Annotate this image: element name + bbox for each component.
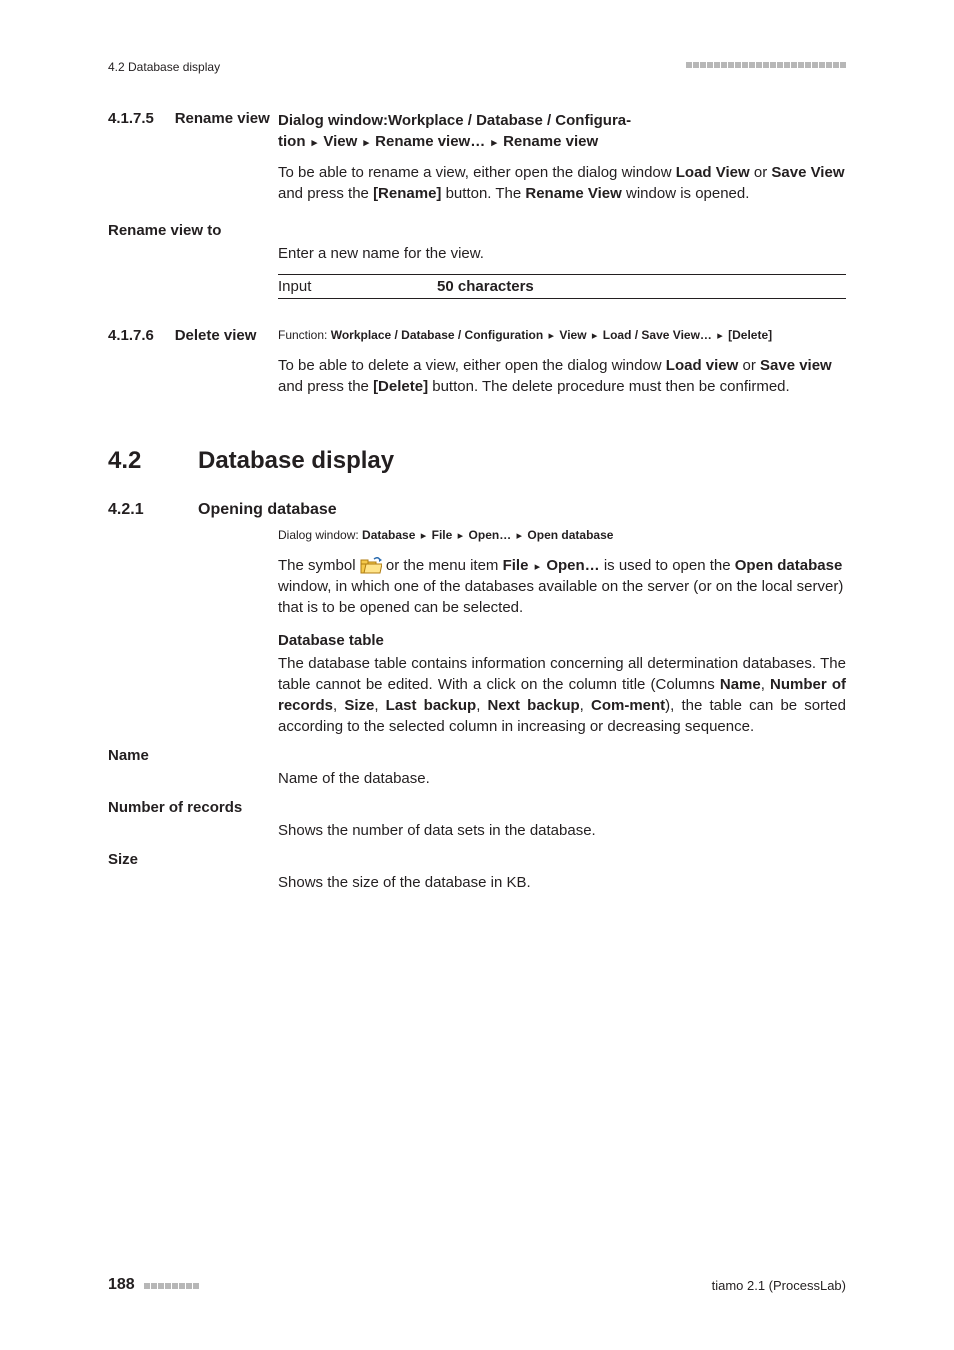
dialog-path-l1: Workplace / Database / Configura-: [388, 112, 631, 129]
section-number-4176: 4.1.7.6: [108, 327, 154, 344]
text: ,: [761, 676, 770, 693]
triangle-icon: [715, 328, 725, 342]
triangle-icon: [310, 133, 320, 150]
footer-dots: [144, 1283, 199, 1289]
dialog-prefix: Dialog window:: [278, 112, 388, 129]
text: To be able to rename a view, either open…: [278, 164, 676, 181]
text: ,: [580, 697, 591, 714]
triangle-icon: [456, 528, 466, 542]
side-body-name: Name of the database.: [278, 768, 846, 789]
running-header-text: 4.2 Database display: [108, 60, 220, 74]
product-name: tiamo 2.1 (ProcessLab): [712, 1278, 846, 1293]
paragraph-delete-view: To be able to delete a view, either open…: [278, 355, 846, 397]
text-bold: Open database: [735, 557, 843, 574]
text: or: [750, 164, 772, 181]
text-bold: File: [432, 528, 453, 542]
text: window is opened.: [622, 185, 750, 202]
triangle-icon: [361, 133, 371, 150]
page-number: 188: [108, 1276, 135, 1293]
text-bold: View: [559, 328, 586, 342]
text-bold: Name: [720, 676, 761, 693]
section-number-421: 4.2.1: [108, 501, 144, 518]
text: Dialog window:: [278, 528, 362, 542]
side-body-rename-view-to: Enter a new name for the view.: [278, 243, 846, 264]
text-bold: [Delete]: [728, 328, 772, 342]
text: ,: [333, 697, 344, 714]
triangle-icon: [547, 328, 557, 342]
dialog-path-l2d: Rename view: [503, 133, 598, 150]
input-value: 50 characters: [437, 275, 846, 299]
dialog-path-l2b: View: [323, 133, 357, 150]
text-bold: Size: [344, 697, 374, 714]
side-label-rename-view-to: Rename view to: [108, 222, 846, 239]
paragraph-open-database: The symbol or the menu item File Open… i…: [278, 555, 846, 618]
text-bold: [Rename]: [373, 185, 441, 202]
input-label: Input: [278, 275, 437, 299]
section-heading-delete-view: Delete view: [175, 327, 257, 344]
text-bold: Database: [362, 528, 415, 542]
text: button. The delete procedure must then b…: [428, 378, 790, 395]
text: Function:: [278, 328, 331, 342]
triangle-icon: [590, 328, 600, 342]
header-dots: [686, 60, 846, 68]
text: and press the: [278, 378, 373, 395]
section-number-4175: 4.1.7.5: [108, 110, 154, 127]
text-bold: Load View: [676, 164, 750, 181]
dialog-path-l2c: Rename view…: [375, 133, 485, 150]
side-label-number-of-records: Number of records: [108, 799, 846, 816]
side-label-size: Size: [108, 851, 846, 868]
text: and press the: [278, 185, 373, 202]
running-header: 4.2 Database display: [108, 60, 846, 74]
text-bold: Workplace / Database / Configuration: [331, 328, 543, 342]
text-bold: Load / Save View…: [603, 328, 712, 342]
text-bold: Rename View: [525, 185, 621, 202]
text-bold: File: [503, 557, 529, 574]
text: is used to open the: [600, 557, 735, 574]
text-bold: Com-: [591, 697, 629, 714]
text: To be able to delete a view, either open…: [278, 357, 666, 374]
triangle-icon: [489, 133, 499, 150]
triangle-icon: [419, 528, 429, 542]
dialog-path-l2a: tion: [278, 133, 306, 150]
dialog-window-path-421: Dialog window: Database File Open… Open …: [278, 527, 846, 545]
section-title-database-display: Database display: [198, 447, 394, 474]
section-title-opening-database: Opening database: [198, 501, 337, 518]
dialog-window-path-4175: Dialog window:Workplace / Database / Con…: [278, 110, 846, 152]
paragraph-rename-view: To be able to rename a view, either open…: [278, 162, 846, 204]
folder-open-icon: [360, 557, 382, 574]
triangle-icon: [515, 528, 525, 542]
text: ,: [476, 697, 487, 714]
section-heading-rename-view: Rename view: [175, 110, 270, 127]
text: ,: [374, 697, 385, 714]
text: The symbol: [278, 557, 360, 574]
side-body-number-of-records: Shows the number of data sets in the dat…: [278, 820, 846, 841]
text-bold: Last backup: [386, 697, 477, 714]
text-bold: Open…: [546, 557, 599, 574]
subheading-database-table: Database table: [278, 632, 846, 649]
text-bold: Open…: [469, 528, 512, 542]
text-bold: ment: [629, 697, 665, 714]
input-constraint-table: Input 50 characters: [278, 274, 846, 299]
text: or: [738, 357, 760, 374]
text-bold: Save view: [760, 357, 832, 374]
text: or the menu item: [382, 557, 503, 574]
paragraph-database-table: The database table contains information …: [278, 653, 846, 737]
text-bold: Open database: [527, 528, 613, 542]
text-bold: Save View: [771, 164, 844, 181]
section-number-42: 4.2: [108, 447, 141, 474]
page-footer: 188 tiamo 2.1 (ProcessLab): [108, 1276, 846, 1294]
triangle-icon: [533, 557, 543, 574]
text: button. The: [441, 185, 525, 202]
text: window, in which one of the databases av…: [278, 578, 843, 616]
text-bold: Next backup: [488, 697, 580, 714]
text-bold: [Delete]: [373, 378, 428, 395]
side-label-name: Name: [108, 747, 846, 764]
side-body-size: Shows the size of the database in KB.: [278, 872, 846, 893]
text-bold: Load view: [666, 357, 739, 374]
function-path-4176: Function: Workplace / Database / Configu…: [278, 327, 846, 345]
